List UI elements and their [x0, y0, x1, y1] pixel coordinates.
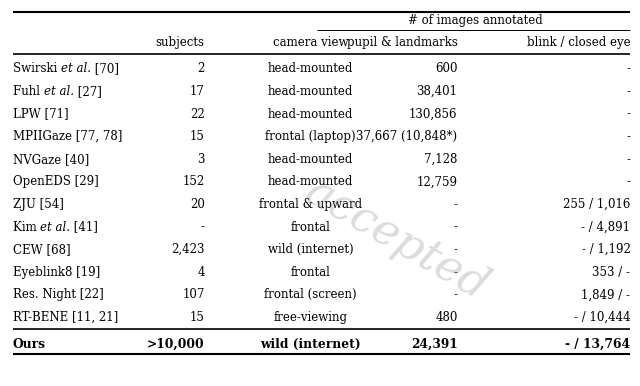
Text: ZJU [54]: ZJU [54]: [13, 198, 63, 211]
Text: wild (internet): wild (internet): [268, 243, 353, 256]
Text: 24,391: 24,391: [411, 338, 458, 350]
Text: -: -: [454, 288, 458, 301]
Text: 2,423: 2,423: [172, 243, 205, 256]
Text: -: -: [627, 175, 630, 188]
Text: - / 1,192: - / 1,192: [582, 243, 630, 256]
Text: head-mounted: head-mounted: [268, 175, 353, 188]
Text: blink / closed eye: blink / closed eye: [527, 36, 630, 49]
Text: 480: 480: [435, 311, 458, 324]
Text: Swirski: Swirski: [13, 63, 61, 75]
Text: 130,856: 130,856: [409, 108, 458, 120]
Text: head-mounted: head-mounted: [268, 153, 353, 166]
Text: -: -: [201, 220, 205, 234]
Text: Ours: Ours: [13, 338, 46, 350]
Text: free-viewing: free-viewing: [273, 311, 348, 324]
Text: >10,000: >10,000: [147, 338, 205, 350]
Text: RT-BENE [11, 21]: RT-BENE [11, 21]: [13, 311, 118, 324]
Text: Fuhl: Fuhl: [13, 85, 44, 98]
Text: [41]: [41]: [70, 220, 98, 234]
Text: et al.: et al.: [40, 220, 70, 234]
Text: MPIIGaze [77, 78]: MPIIGaze [77, 78]: [13, 130, 122, 143]
Text: Eyeblink8 [19]: Eyeblink8 [19]: [13, 266, 100, 279]
Text: 38,401: 38,401: [417, 85, 458, 98]
Text: wild (internet): wild (internet): [260, 338, 361, 350]
Text: - / 4,891: - / 4,891: [581, 220, 630, 234]
Text: frontal (laptop): frontal (laptop): [265, 130, 356, 143]
Text: -: -: [454, 220, 458, 234]
Text: frontal (screen): frontal (screen): [264, 288, 356, 301]
Text: - / 13,764: - / 13,764: [565, 338, 630, 350]
Text: 3: 3: [197, 153, 205, 166]
Text: 600: 600: [435, 63, 458, 75]
Text: 20: 20: [190, 198, 205, 211]
Text: frontal & upward: frontal & upward: [259, 198, 362, 211]
Text: 1,849 / -: 1,849 / -: [581, 288, 630, 301]
Text: # of images annotated: # of images annotated: [408, 14, 543, 27]
Text: [27]: [27]: [74, 85, 101, 98]
Text: 353 / -: 353 / -: [593, 266, 630, 279]
Text: et al.: et al.: [61, 63, 91, 75]
Text: pupil & landmarks: pupil & landmarks: [347, 36, 458, 49]
Text: OpenEDS [29]: OpenEDS [29]: [13, 175, 99, 188]
Text: LPW [71]: LPW [71]: [13, 108, 68, 120]
Text: accepted: accepted: [298, 170, 496, 309]
Text: 37,667 (10,848*): 37,667 (10,848*): [356, 130, 458, 143]
Text: 12,759: 12,759: [417, 175, 458, 188]
Text: subjects: subjects: [156, 36, 205, 49]
Text: -: -: [627, 85, 630, 98]
Text: [70]: [70]: [91, 63, 119, 75]
Text: Kim: Kim: [13, 220, 40, 234]
Text: 107: 107: [182, 288, 205, 301]
Text: 15: 15: [190, 130, 205, 143]
Text: -: -: [454, 243, 458, 256]
Text: -: -: [627, 130, 630, 143]
Text: frontal: frontal: [291, 220, 330, 234]
Text: head-mounted: head-mounted: [268, 85, 353, 98]
Text: -: -: [454, 198, 458, 211]
Text: CEW [68]: CEW [68]: [13, 243, 70, 256]
Text: -: -: [454, 266, 458, 279]
Text: 2: 2: [197, 63, 205, 75]
Text: 22: 22: [190, 108, 205, 120]
Text: 255 / 1,016: 255 / 1,016: [563, 198, 630, 211]
Text: 17: 17: [190, 85, 205, 98]
Text: camera view: camera view: [273, 36, 348, 49]
Text: Res. Night [22]: Res. Night [22]: [13, 288, 104, 301]
Text: head-mounted: head-mounted: [268, 63, 353, 75]
Text: NVGaze [40]: NVGaze [40]: [13, 153, 89, 166]
Text: frontal: frontal: [291, 266, 330, 279]
Text: - / 10,444: - / 10,444: [574, 311, 630, 324]
Text: head-mounted: head-mounted: [268, 108, 353, 120]
Text: -: -: [627, 63, 630, 75]
Text: 152: 152: [182, 175, 205, 188]
Text: 15: 15: [190, 311, 205, 324]
Text: -: -: [627, 153, 630, 166]
Text: et al.: et al.: [44, 85, 74, 98]
Text: 4: 4: [197, 266, 205, 279]
Text: 7,128: 7,128: [424, 153, 458, 166]
Text: -: -: [627, 108, 630, 120]
